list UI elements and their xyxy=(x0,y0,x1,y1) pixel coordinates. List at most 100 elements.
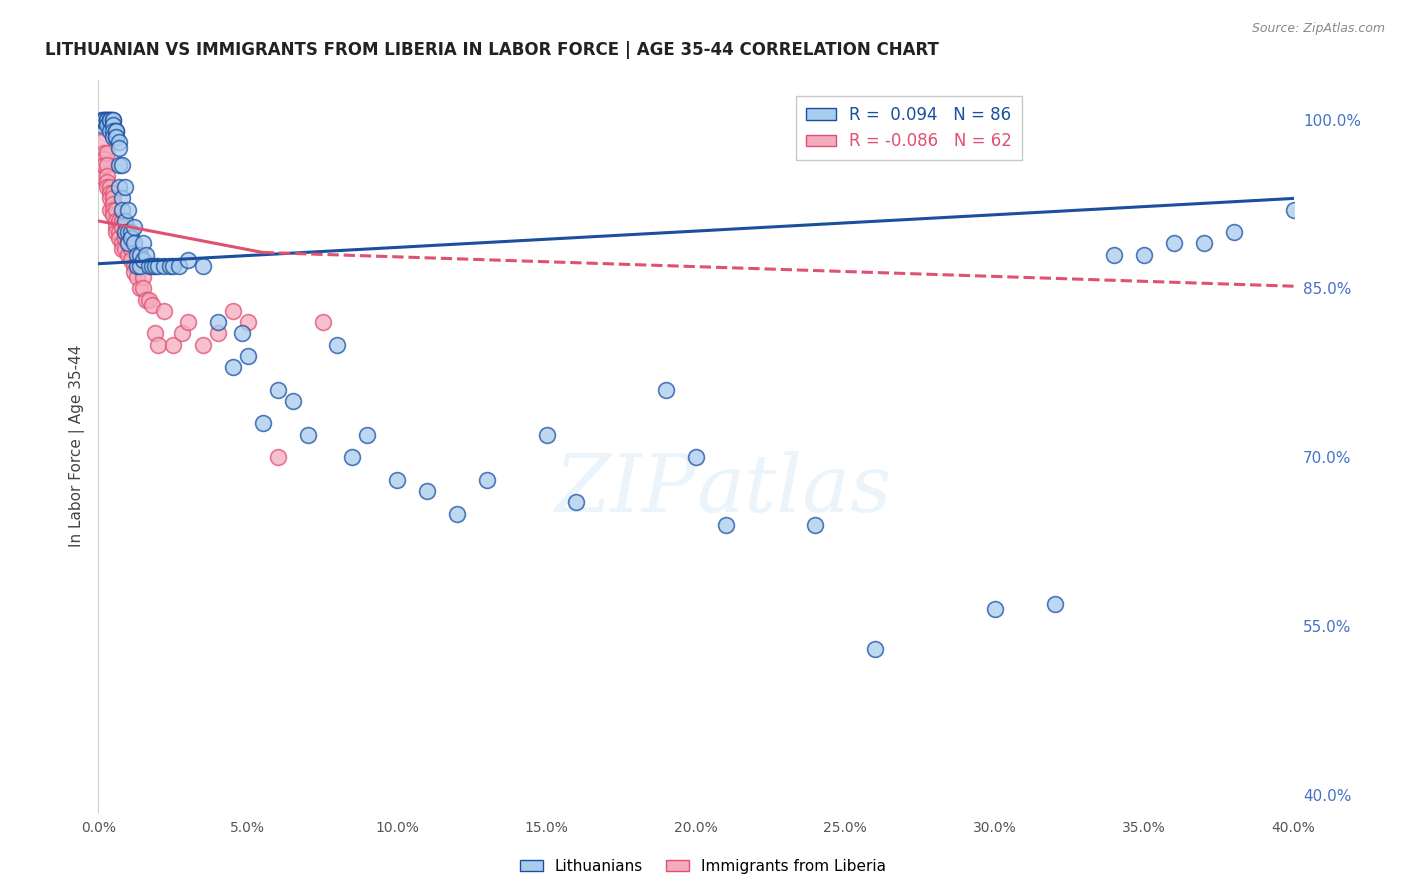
Point xyxy=(385,473,409,487)
Point xyxy=(111,214,134,228)
Point xyxy=(103,208,125,222)
Point xyxy=(267,450,290,465)
Point xyxy=(111,158,134,172)
Point xyxy=(685,450,707,465)
Point xyxy=(120,242,142,256)
Point xyxy=(114,225,136,239)
Point xyxy=(267,383,290,397)
Point xyxy=(96,146,118,161)
Point xyxy=(297,427,319,442)
Point xyxy=(93,112,115,127)
Point xyxy=(984,602,1007,616)
Point xyxy=(120,231,142,245)
Point xyxy=(1282,202,1305,217)
Point xyxy=(117,225,139,239)
Point xyxy=(108,225,131,239)
Text: ZIP: ZIP xyxy=(554,451,696,529)
Point xyxy=(96,158,118,172)
Point xyxy=(96,175,118,189)
Point xyxy=(93,112,115,127)
Point xyxy=(129,281,152,295)
Point xyxy=(132,270,155,285)
Point xyxy=(222,360,245,375)
Point xyxy=(108,158,131,172)
Legend: R =  0.094   N = 86, R = -0.086   N = 62: R = 0.094 N = 86, R = -0.086 N = 62 xyxy=(796,96,1022,161)
Point xyxy=(111,219,134,234)
Point xyxy=(90,158,112,172)
Point xyxy=(124,219,146,234)
Point xyxy=(103,197,125,211)
Point xyxy=(103,112,125,127)
Point xyxy=(96,180,118,194)
Point xyxy=(105,225,128,239)
Point xyxy=(207,315,229,329)
Point xyxy=(141,298,163,312)
Point xyxy=(96,118,118,132)
Point xyxy=(93,112,115,127)
Point xyxy=(475,473,498,487)
Point xyxy=(138,259,160,273)
Point xyxy=(98,191,122,205)
Point xyxy=(127,259,149,273)
Point xyxy=(120,225,142,239)
Text: atlas: atlas xyxy=(696,451,891,529)
Point xyxy=(117,231,139,245)
Point xyxy=(1043,597,1066,611)
Point xyxy=(191,337,214,351)
Point xyxy=(865,641,887,656)
Point xyxy=(114,214,136,228)
Point xyxy=(114,225,136,239)
Point xyxy=(1192,236,1215,251)
Point xyxy=(1133,248,1156,262)
Point xyxy=(172,326,194,341)
Point xyxy=(655,383,678,397)
Point xyxy=(222,304,245,318)
Point xyxy=(311,315,333,329)
Point xyxy=(98,124,122,138)
Point xyxy=(446,507,468,521)
Point xyxy=(98,112,122,127)
Point xyxy=(207,326,229,341)
Point xyxy=(132,281,155,295)
Point xyxy=(342,450,364,465)
Point xyxy=(111,236,134,251)
Point xyxy=(114,242,136,256)
Point xyxy=(108,214,131,228)
Point xyxy=(103,186,125,200)
Point xyxy=(117,236,139,251)
Point xyxy=(93,158,115,172)
Point xyxy=(132,236,155,251)
Point xyxy=(127,248,149,262)
Point xyxy=(103,129,125,144)
Point xyxy=(117,236,139,251)
Point xyxy=(236,315,259,329)
Point xyxy=(127,270,149,285)
Point xyxy=(108,135,131,149)
Point xyxy=(105,214,128,228)
Point xyxy=(103,202,125,217)
Point xyxy=(93,158,115,172)
Point xyxy=(1163,236,1185,251)
Point xyxy=(103,118,125,132)
Point xyxy=(153,304,176,318)
Point xyxy=(98,186,122,200)
Point xyxy=(98,180,122,194)
Point xyxy=(565,495,588,509)
Point xyxy=(804,517,827,532)
Legend: Lithuanians, Immigrants from Liberia: Lithuanians, Immigrants from Liberia xyxy=(513,853,893,880)
Point xyxy=(252,417,274,431)
Point xyxy=(127,259,149,273)
Point xyxy=(135,293,157,307)
Point xyxy=(281,394,304,409)
Point xyxy=(129,259,152,273)
Point xyxy=(167,259,190,273)
Point xyxy=(326,337,349,351)
Point xyxy=(536,427,558,442)
Point xyxy=(90,169,112,183)
Point xyxy=(98,112,122,127)
Point xyxy=(103,112,125,127)
Text: LITHUANIAN VS IMMIGRANTS FROM LIBERIA IN LABOR FORCE | AGE 35-44 CORRELATION CHA: LITHUANIAN VS IMMIGRANTS FROM LIBERIA IN… xyxy=(45,41,939,59)
Point xyxy=(111,242,134,256)
Point xyxy=(153,259,176,273)
Point xyxy=(714,517,737,532)
